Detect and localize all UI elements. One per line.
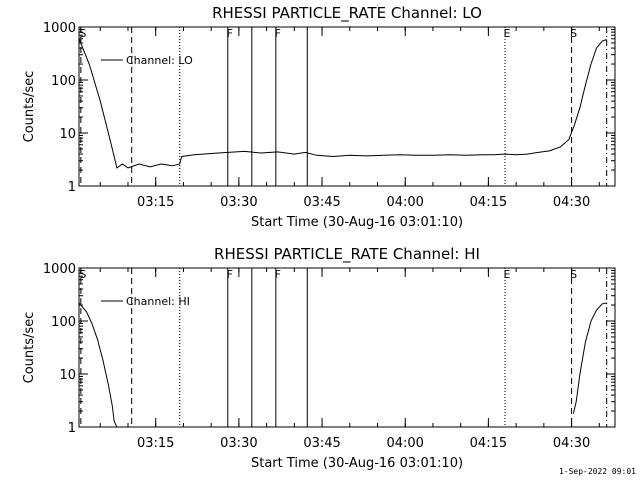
y-tick-label: 100 xyxy=(51,74,76,89)
y-tick-label: 100 xyxy=(51,315,76,330)
event-marker-label: E xyxy=(504,268,511,281)
x-tick-label: 03:45 xyxy=(303,436,340,451)
x-tick-label: 03:15 xyxy=(137,195,174,210)
y-tick-label: 10 xyxy=(59,127,76,142)
y-axis-label: Counts/sec xyxy=(22,312,37,384)
x-axis-label: Start Time (30-Aug-16 03:01:10) xyxy=(251,215,463,230)
plot-frame xyxy=(78,267,616,428)
chart-title: RHESSI PARTICLE_RATE Channel: LO xyxy=(212,4,482,23)
series-line xyxy=(572,302,607,414)
x-tick-label: 04:30 xyxy=(553,436,590,451)
series-line xyxy=(78,302,118,428)
event-marker-label: S xyxy=(570,27,577,40)
event-marker-label: F xyxy=(275,27,281,40)
footer-timestamp: 1-Sep-2022 09:01 xyxy=(558,467,636,476)
x-tick-label: 03:15 xyxy=(137,436,174,451)
plot-frame xyxy=(78,26,616,187)
x-axis-label: Start Time (30-Aug-16 03:01:10) xyxy=(251,456,463,471)
event-marker-label: F xyxy=(227,268,233,281)
chart-title: RHESSI PARTICLE_RATE Channel: HI xyxy=(214,245,480,264)
y-tick-label: 1 xyxy=(68,421,76,436)
x-tick-label: 04:15 xyxy=(470,436,507,451)
event-marker-label: F xyxy=(227,27,233,40)
x-tick-label: 03:30 xyxy=(220,195,257,210)
chart-panel-1: RHESSI PARTICLE_RATE Channel: LO Start Ti… xyxy=(22,4,616,230)
chart-panel-2: RHESSI PARTICLE_RATE Channel: HI Start Ti… xyxy=(22,245,616,471)
event-marker-label: S xyxy=(79,27,86,40)
event-marker-label: F xyxy=(275,268,281,281)
x-tick-label: 04:15 xyxy=(470,195,507,210)
event-marker-label: S xyxy=(570,268,577,281)
x-tick-label: 03:30 xyxy=(220,436,257,451)
legend-label: Channel: HI xyxy=(126,295,190,308)
x-tick-label: 03:45 xyxy=(303,195,340,210)
x-tick-label: 04:30 xyxy=(553,195,590,210)
y-tick-label: 1000 xyxy=(43,21,76,36)
y-axis-label: Counts/sec xyxy=(22,71,37,143)
y-tick-label: 1000 xyxy=(43,262,76,277)
y-tick-label: 10 xyxy=(59,368,76,383)
event-marker-label: S xyxy=(79,268,86,281)
x-tick-label: 04:00 xyxy=(386,436,423,451)
series-line xyxy=(78,38,607,169)
x-tick-label: 04:00 xyxy=(386,195,423,210)
legend-label: Channel: LO xyxy=(126,54,193,67)
event-marker-label: E xyxy=(504,27,511,40)
y-tick-label: 1 xyxy=(68,180,76,195)
